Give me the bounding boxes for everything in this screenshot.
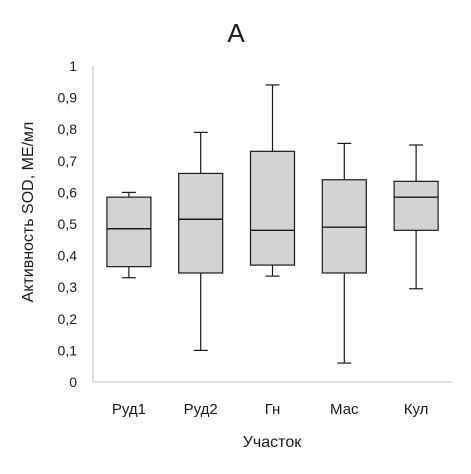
box-2 (178, 172, 224, 274)
y-tick-label: 0,8 (58, 121, 78, 137)
x-tick-label: Мас (330, 401, 359, 418)
y-tick-label: 1 (69, 58, 77, 74)
y-tick-label: 0,3 (58, 279, 78, 295)
plot-area: 0 0,1 0,2 0,3 0,4 0,5 0,6 0,7 0,8 0,9 1 Руд1 Руд2 Гн М… (58, 58, 452, 418)
y-tick-label: 0 (69, 374, 77, 390)
box-3 (249, 150, 296, 266)
x-axis-label: Участок (243, 434, 302, 451)
x-tick-label: Руд2 (184, 401, 218, 418)
y-tick-label: 0,4 (58, 248, 78, 264)
y-tick-label: 0,5 (58, 216, 78, 232)
y-tick-label: 0,9 (58, 90, 78, 106)
box-5 (393, 180, 439, 231)
y-axis-label: Активность SOD, МЕ/мл (20, 122, 37, 303)
y-tick-label: 0,2 (58, 311, 78, 327)
y-tick-label: 0,7 (58, 153, 78, 169)
chart-title: A (227, 18, 245, 48)
box-1 (106, 196, 152, 268)
x-tick-label: Руд1 (112, 401, 146, 418)
box-4 (321, 179, 367, 274)
x-tick-label: Кул (404, 401, 429, 418)
y-tick-label: 0,6 (58, 184, 78, 200)
x-tick-label: Гн (265, 401, 281, 418)
y-tick-label: 0,1 (58, 342, 78, 358)
